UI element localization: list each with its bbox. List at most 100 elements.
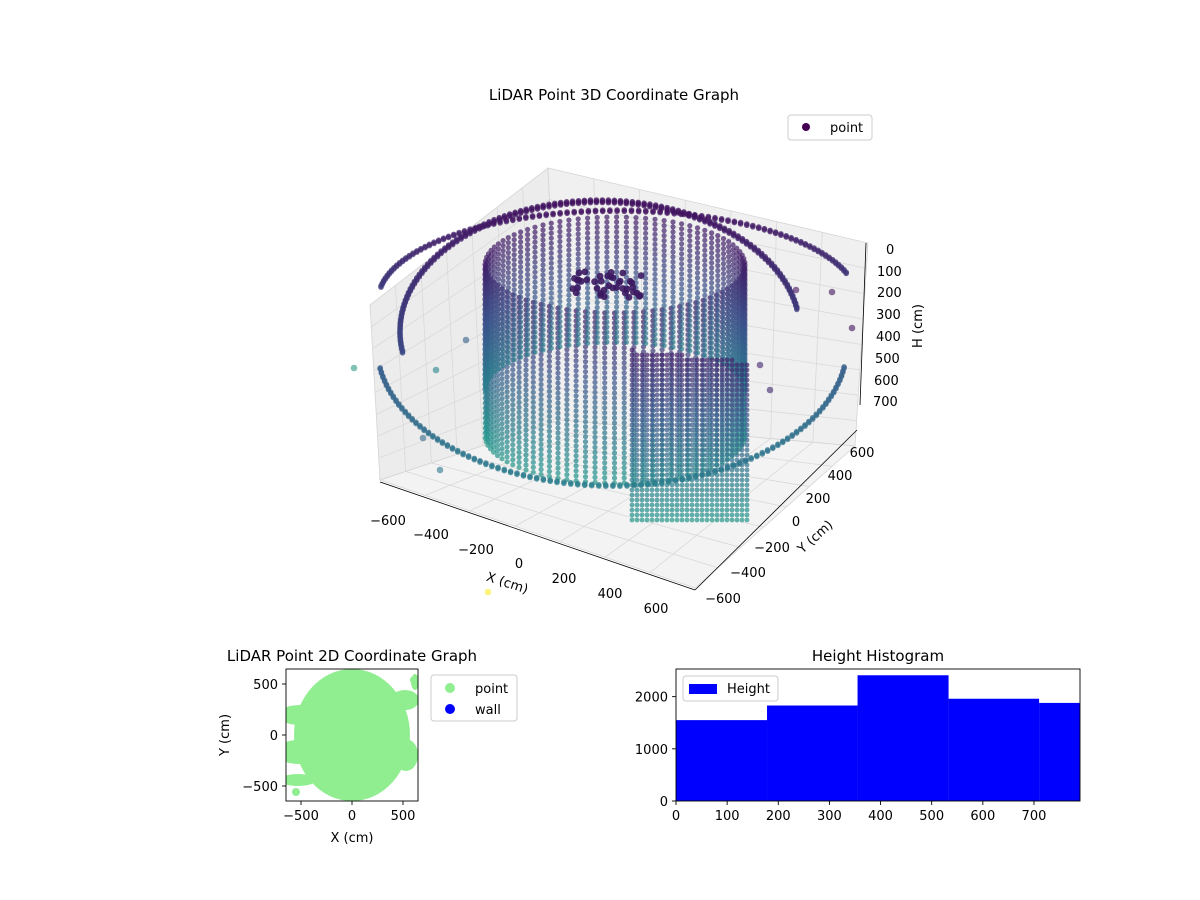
point-marker-3d [517, 440, 522, 445]
point-marker-3d [685, 503, 690, 508]
point-marker-3d [720, 453, 725, 458]
point-marker-3d [622, 455, 627, 460]
point-marker-3d [655, 408, 660, 413]
point-marker-3d [633, 300, 638, 305]
point-marker-3d [705, 443, 710, 448]
point-marker-3d [680, 478, 685, 483]
point-marker-3d [574, 353, 579, 358]
point-marker-3d [645, 468, 650, 473]
point-marker-3d [585, 296, 590, 301]
point-marker-3d [660, 388, 665, 393]
point-marker-3d [583, 444, 588, 449]
point-marker-3d [635, 393, 640, 398]
point-marker-3d [510, 437, 515, 442]
point-marker-3d [499, 441, 504, 446]
point-marker-3d [630, 513, 635, 518]
point-marker-3d [709, 235, 714, 240]
point-marker-3d [612, 475, 617, 480]
point-marker-3d [660, 418, 665, 423]
point-marker-3d [665, 403, 670, 408]
point-marker-3d [576, 316, 581, 321]
point-marker-3d [745, 493, 750, 498]
point-marker-3d [523, 362, 528, 367]
point-marker-3d [635, 478, 640, 483]
point-marker-3d [595, 300, 600, 305]
point-marker-3d [695, 493, 700, 498]
point-marker-3d [635, 403, 640, 408]
point-marker-3d [566, 278, 571, 283]
x-tick-label-3d: 0 [515, 557, 523, 572]
point-marker-3d [583, 474, 588, 479]
point-marker-3d [745, 398, 750, 403]
point-marker-3d [675, 428, 680, 433]
point-marker-3d [576, 321, 581, 326]
point-marker-3d [635, 353, 640, 358]
point-marker-3d [501, 353, 506, 358]
point-marker-3d [501, 313, 506, 318]
point-marker-3d [675, 398, 680, 403]
point-marker-3d [655, 483, 660, 488]
point-marker-3d [640, 418, 645, 423]
point-marker-3d [604, 260, 609, 265]
point-marker-3d [540, 347, 545, 352]
point-marker-3d [640, 363, 645, 368]
point-marker-3d [715, 353, 720, 358]
point-marker-3d [505, 424, 510, 429]
point-marker-3d [518, 284, 523, 289]
point-marker-3d [665, 418, 670, 423]
point-marker-3d [652, 282, 657, 287]
point-marker-3d [501, 268, 506, 273]
point-marker-3d [566, 248, 571, 253]
point-marker-3d [506, 265, 511, 270]
point-marker-3d [612, 410, 617, 415]
point-marker-3d [725, 448, 730, 453]
point-marker-3d [555, 371, 560, 376]
point-marker-3d [539, 357, 544, 362]
x-tick-label-hist: 100 [715, 809, 740, 824]
point-marker-3d [702, 323, 707, 328]
point-marker-3d [685, 498, 690, 503]
point-marker-3d [695, 478, 700, 483]
point-marker-3d [670, 334, 675, 339]
point-marker-3d [618, 200, 624, 206]
point-marker-3d [710, 418, 715, 423]
point-marker-3d [506, 290, 511, 295]
point-marker-3d [564, 412, 569, 417]
point-marker-3d [531, 400, 536, 405]
point-marker-3d [660, 398, 665, 403]
point-marker-3d [585, 341, 590, 346]
point-marker-3d [730, 418, 735, 423]
point-marker-3d [687, 338, 692, 343]
point-marker-3d [628, 279, 635, 286]
point-marker-3d [705, 488, 710, 493]
point-marker-3d [680, 353, 685, 358]
point-marker-3d [675, 438, 680, 443]
point-marker-3d [612, 360, 617, 365]
point-marker-3d [662, 298, 667, 303]
point-marker-3d [695, 300, 700, 305]
point-marker-3d [532, 255, 537, 260]
point-marker-3d [680, 393, 685, 398]
point-marker-3d [730, 448, 735, 453]
point-marker-3d [592, 425, 597, 430]
point-marker-3d [512, 317, 517, 322]
point-marker-3d [715, 488, 720, 493]
point-marker-3d [619, 270, 626, 277]
point-marker-3d [700, 483, 705, 488]
point-marker-3d [695, 315, 700, 320]
point-marker-3d [665, 428, 670, 433]
point-marker-3d [557, 239, 562, 244]
point-marker-3d [725, 478, 730, 483]
y-axis-label-2d: Y (cm) [218, 714, 233, 757]
point-marker-3d [595, 230, 600, 235]
point-marker-3d [604, 305, 609, 310]
point-marker-3d [512, 287, 517, 292]
point-marker-3d [604, 300, 609, 305]
point-marker-3d [592, 355, 597, 360]
point-marker-3d [670, 373, 675, 378]
point-marker-3d [540, 277, 545, 282]
point-marker-3d [531, 360, 536, 365]
point-marker-3d [640, 388, 645, 393]
point-marker-3d [660, 428, 665, 433]
point-marker-3d [557, 299, 562, 304]
